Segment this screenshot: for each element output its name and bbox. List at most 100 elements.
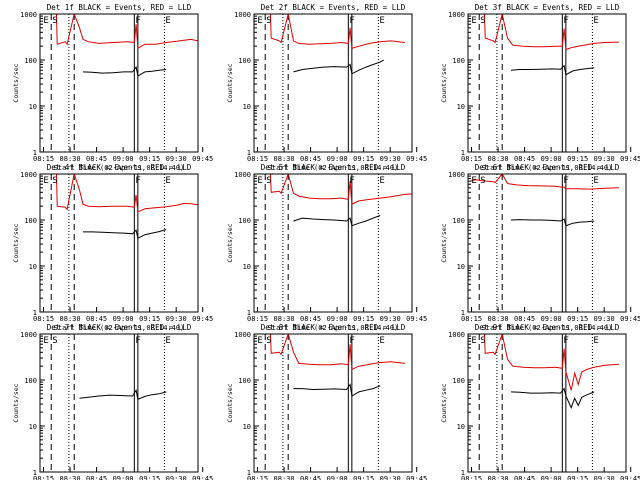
- y-tick-label: 1: [461, 149, 465, 157]
- y-tick-label: 1000: [448, 11, 465, 19]
- x-tick-label: 09:45: [620, 475, 640, 480]
- panel-det-7: Det 7f BLACK = Events, RED = LLD 1 10 100 10…: [12, 323, 213, 485]
- reference-lines: [264, 14, 379, 152]
- x-tick-label: 08:15: [461, 475, 482, 480]
- lld-series-line: [484, 334, 619, 391]
- y-tick-label: 1000: [234, 171, 251, 179]
- panel-det-1: Det 1f BLACK = Events, RED = LLD 1 10 100 10…: [12, 3, 213, 172]
- series-group: [484, 14, 619, 76]
- x-tick-label: 08:15: [247, 155, 268, 163]
- series-group: [56, 14, 198, 77]
- y-tick-label: 100: [238, 217, 251, 225]
- x-tick-label: 09:30: [166, 155, 187, 163]
- marker-F: F: [349, 176, 354, 186]
- x-tick-label: 08:30: [60, 475, 81, 480]
- marker-F: F: [563, 16, 568, 26]
- marker-S: S: [480, 336, 485, 346]
- panel-title: Det 8f BLACK = Events, RED = LLD: [261, 323, 406, 332]
- reference-lines: [264, 334, 379, 472]
- x-tick-label: 09:15: [567, 155, 588, 163]
- x-tick-label: 08:30: [60, 315, 81, 323]
- lld-series-line: [56, 174, 198, 213]
- y-tick-label: 1000: [20, 331, 37, 339]
- panel-title: Det 1f BLACK = Events, RED = LLD: [47, 3, 192, 12]
- x-tick-label: 09:00: [541, 155, 562, 163]
- y-axis-label: Counts/sec: [226, 383, 234, 422]
- events-series-line: [293, 215, 381, 227]
- marker-F: F: [135, 16, 140, 26]
- series-group: [484, 334, 619, 410]
- marker-S: S: [266, 336, 271, 346]
- panel-title: Det 3f BLACK = Events, RED = LLD: [475, 3, 620, 12]
- marker-E: E: [257, 176, 262, 186]
- reference-lines: [478, 174, 593, 312]
- axis-frame: [467, 13, 627, 153]
- marker-S: S: [480, 16, 485, 26]
- y-tick-label: 1000: [448, 331, 465, 339]
- x-tick-label: 09:00: [327, 155, 348, 163]
- axis-frame: [253, 333, 413, 473]
- y-tick-label: 1000: [448, 171, 465, 179]
- x-tick-label: 09:00: [327, 315, 348, 323]
- y-tick-label: 10: [29, 263, 37, 271]
- y-tick-label: 10: [243, 103, 251, 111]
- panel-title: Det 2f BLACK = Events, RED = LLD: [261, 3, 406, 12]
- axis-frame: [39, 13, 199, 153]
- y-tick-label: 1000: [234, 11, 251, 19]
- lld-series-line: [56, 14, 198, 50]
- x-tick-label: 09:15: [353, 475, 374, 480]
- y-tick-label: 10: [29, 103, 37, 111]
- panel-title: Det 4f BLACK = Events, RED = LLD: [47, 163, 192, 172]
- series-group: [56, 174, 198, 240]
- marker-E: E: [257, 16, 262, 26]
- y-axis-label: Counts/sec: [226, 223, 234, 262]
- panel-det-2: Det 2f BLACK = Events, RED = LLD 1 10 100 10…: [226, 3, 427, 172]
- y-tick-label: 1: [247, 309, 251, 317]
- y-tick-label: 10: [29, 423, 37, 431]
- x-tick-label: 08:45: [86, 315, 107, 323]
- x-tick-label: 09:00: [327, 475, 348, 480]
- y-axis-label: Counts/sec: [440, 383, 448, 422]
- marker-F: F: [135, 176, 140, 186]
- marker-E: E: [379, 336, 384, 346]
- x-tick-label: 08:45: [86, 155, 107, 163]
- reference-lines: [50, 334, 165, 472]
- x-tick-label: 09:30: [594, 155, 615, 163]
- y-tick-label: 1000: [20, 11, 37, 19]
- x-tick-label: 09:30: [166, 475, 187, 480]
- x-axis-label: Start Time (02-Apr-11 08:14:40): [54, 324, 185, 332]
- x-tick-label: 09:00: [113, 475, 134, 480]
- x-tick-label: 09:00: [113, 315, 134, 323]
- x-tick-label: 09:15: [567, 315, 588, 323]
- y-tick-label: 100: [24, 217, 37, 225]
- marker-S: S: [52, 16, 57, 26]
- x-tick-label: 08:30: [274, 155, 295, 163]
- x-tick-label: 08:45: [300, 315, 321, 323]
- marker-S: S: [266, 176, 271, 186]
- marker-E: E: [593, 176, 598, 186]
- y-tick-label: 1: [247, 469, 251, 477]
- panel-det-5: Det 5f BLACK = Events, RED = LLD 1 10 100 10…: [226, 163, 427, 332]
- marker-S: S: [266, 16, 271, 26]
- x-axis-label: Start Time (02-Apr-11 08:14:40): [268, 324, 399, 332]
- marker-E: E: [43, 336, 48, 346]
- y-tick-label: 10: [243, 263, 251, 271]
- y-tick-label: 100: [24, 377, 37, 385]
- events-series-line: [510, 387, 595, 410]
- x-tick-label: 09:30: [380, 315, 401, 323]
- marker-E: E: [379, 16, 384, 26]
- events-series-line: [79, 388, 167, 400]
- x-axis-label: Start Time (02-Apr-11 08:14:40): [268, 164, 399, 172]
- panel-title: Det 6f BLACK = Events, RED = LLD: [475, 163, 620, 172]
- x-tick-label: 09:45: [406, 315, 427, 323]
- x-tick-label: 08:15: [461, 315, 482, 323]
- x-tick-label: 08:15: [247, 475, 268, 480]
- y-tick-label: 10: [457, 423, 465, 431]
- marker-S: S: [480, 176, 485, 186]
- x-tick-label: 08:30: [488, 155, 509, 163]
- marker-E: E: [593, 336, 598, 346]
- y-tick-label: 100: [452, 57, 465, 65]
- series-group: [470, 174, 619, 227]
